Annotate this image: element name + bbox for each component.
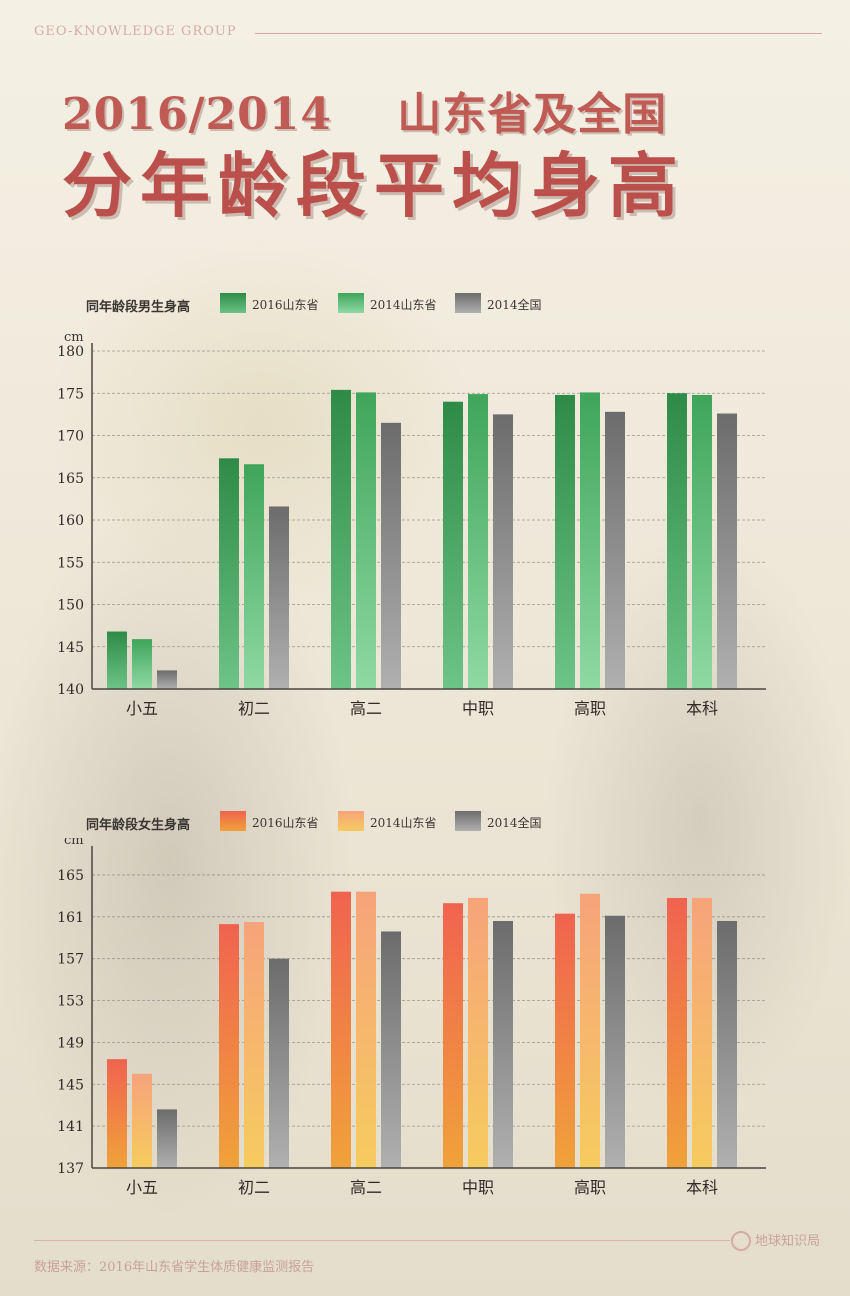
legend-swatch-male-national [455, 293, 481, 313]
female-bar [356, 891, 376, 1168]
female-bar [381, 931, 401, 1168]
header-divider [255, 33, 822, 34]
female-y-tick-label: 161 [57, 910, 84, 926]
male-bar [219, 458, 239, 689]
male-bar [555, 394, 575, 689]
female-bar [580, 893, 600, 1168]
page-title-line1: 2016/2014 山东省及全国 [62, 89, 668, 140]
female-x-tick-label: 中职 [462, 1178, 494, 1197]
female-x-tick-label: 高职 [574, 1178, 606, 1197]
female-chart-title: 同年龄段女生身高 [86, 818, 191, 833]
logo-icon [730, 1230, 751, 1251]
female-y-tick-label: 157 [57, 952, 84, 968]
female-y-tick-label: 141 [57, 1119, 84, 1135]
male-bar [667, 393, 687, 689]
male-bar [157, 670, 177, 689]
legend-label-female-2014: 2014山东省 [370, 816, 437, 830]
male-bar [605, 411, 625, 689]
male-bar [468, 394, 488, 689]
male-x-tick-label: 本科 [686, 699, 718, 718]
female-x-tick-label: 高二 [350, 1178, 382, 1197]
female-bar [331, 891, 351, 1168]
female-y-tick-label: 137 [57, 1161, 84, 1177]
male-x-tick-label: 初二 [238, 699, 270, 718]
male-y-tick-label: 180 [57, 344, 84, 360]
female-x-tick-label: 本科 [686, 1178, 718, 1197]
legend-label-male-national: 2014全国 [487, 298, 542, 312]
legend-label-female-2016: 2016山东省 [252, 816, 319, 830]
male-y-tick-label: 170 [57, 429, 84, 445]
legend-swatch-female-national [455, 811, 481, 831]
male-x-tick-label: 小五 [126, 699, 158, 718]
legend-swatch-female-2014 [338, 811, 364, 831]
female-bar [244, 922, 264, 1168]
male-chart-legend: 同年龄段男生身高 2016山东省 2014山东省 2014全国 [0, 293, 850, 317]
male-y-tick-label: 145 [57, 640, 84, 656]
logo-text: 地球知识局 [754, 1234, 820, 1249]
female-bar [269, 958, 289, 1168]
male-y-tick-label: 150 [57, 598, 84, 614]
male-bar [107, 631, 127, 689]
male-unit-label: cm [64, 330, 84, 345]
female-x-tick-label: 小五 [126, 1178, 158, 1197]
female-bar [692, 897, 712, 1168]
legend-swatch-male-2016 [220, 293, 246, 313]
male-y-tick-label: 165 [57, 471, 84, 487]
legend-swatch-female-2016 [220, 811, 246, 831]
female-bar [219, 924, 239, 1168]
female-y-tick-label: 153 [57, 994, 84, 1010]
female-bar [555, 913, 575, 1168]
male-x-tick-label: 中职 [462, 699, 494, 718]
legend-label-female-national: 2014全国 [487, 816, 542, 830]
male-y-tick-label: 140 [57, 682, 84, 698]
male-bar [381, 422, 401, 689]
female-bar [107, 1059, 127, 1168]
female-chart-legend: 同年龄段女生身高 2016山东省 2014山东省 2014全国 [0, 811, 850, 835]
footer-divider [34, 1240, 730, 1241]
female-y-tick-label: 165 [57, 868, 84, 884]
data-source: 数据来源：2016年山东省学生体质健康监测报告 [34, 1260, 315, 1275]
male-bar [717, 413, 737, 689]
female-y-tick-label: 149 [57, 1035, 84, 1051]
female-unit-label: cm [64, 838, 84, 848]
male-y-tick-label: 175 [57, 386, 84, 402]
publisher-logo: 地球知识局 [730, 1230, 820, 1252]
male-y-tick-label: 160 [57, 513, 84, 529]
female-x-tick-label: 初二 [238, 1178, 270, 1197]
male-bar [269, 506, 289, 689]
female-bar [132, 1073, 152, 1168]
male-bar [580, 392, 600, 689]
male-bar [493, 414, 513, 689]
legend-swatch-male-2014 [338, 293, 364, 313]
legend-label-male-2014: 2014山东省 [370, 298, 437, 312]
female-y-tick-label: 145 [57, 1077, 84, 1093]
female-bar [443, 903, 463, 1168]
male-bar [692, 394, 712, 689]
male-x-tick-label: 高职 [574, 699, 606, 718]
page-title-line2: 分年龄段平均身高 [62, 144, 686, 227]
male-chart-title: 同年龄段男生身高 [86, 300, 191, 315]
male-y-tick-label: 155 [57, 555, 84, 571]
female-height-chart: cm 137 141 145 149 153 157 161 165 小五 初二 高二 中职 高职 本科 [57, 838, 766, 1197]
brand-label: GEO-KNOWLEDGE GROUP [34, 24, 237, 39]
male-bar [132, 639, 152, 689]
female-bar [468, 897, 488, 1168]
female-bar [493, 920, 513, 1168]
female-bar [605, 915, 625, 1168]
male-height-chart: cm 140 145 150 155 160 165 170 175 180 小五 初二 高二 中职 高职 本… [57, 330, 766, 718]
male-bar [443, 401, 463, 689]
male-bar [244, 464, 264, 689]
male-bar [356, 392, 376, 689]
female-bar [717, 920, 737, 1168]
male-bar [331, 389, 351, 689]
female-bar [667, 897, 687, 1168]
female-bar [157, 1109, 177, 1168]
legend-label-male-2016: 2016山东省 [252, 298, 319, 312]
male-x-tick-label: 高二 [350, 699, 382, 718]
